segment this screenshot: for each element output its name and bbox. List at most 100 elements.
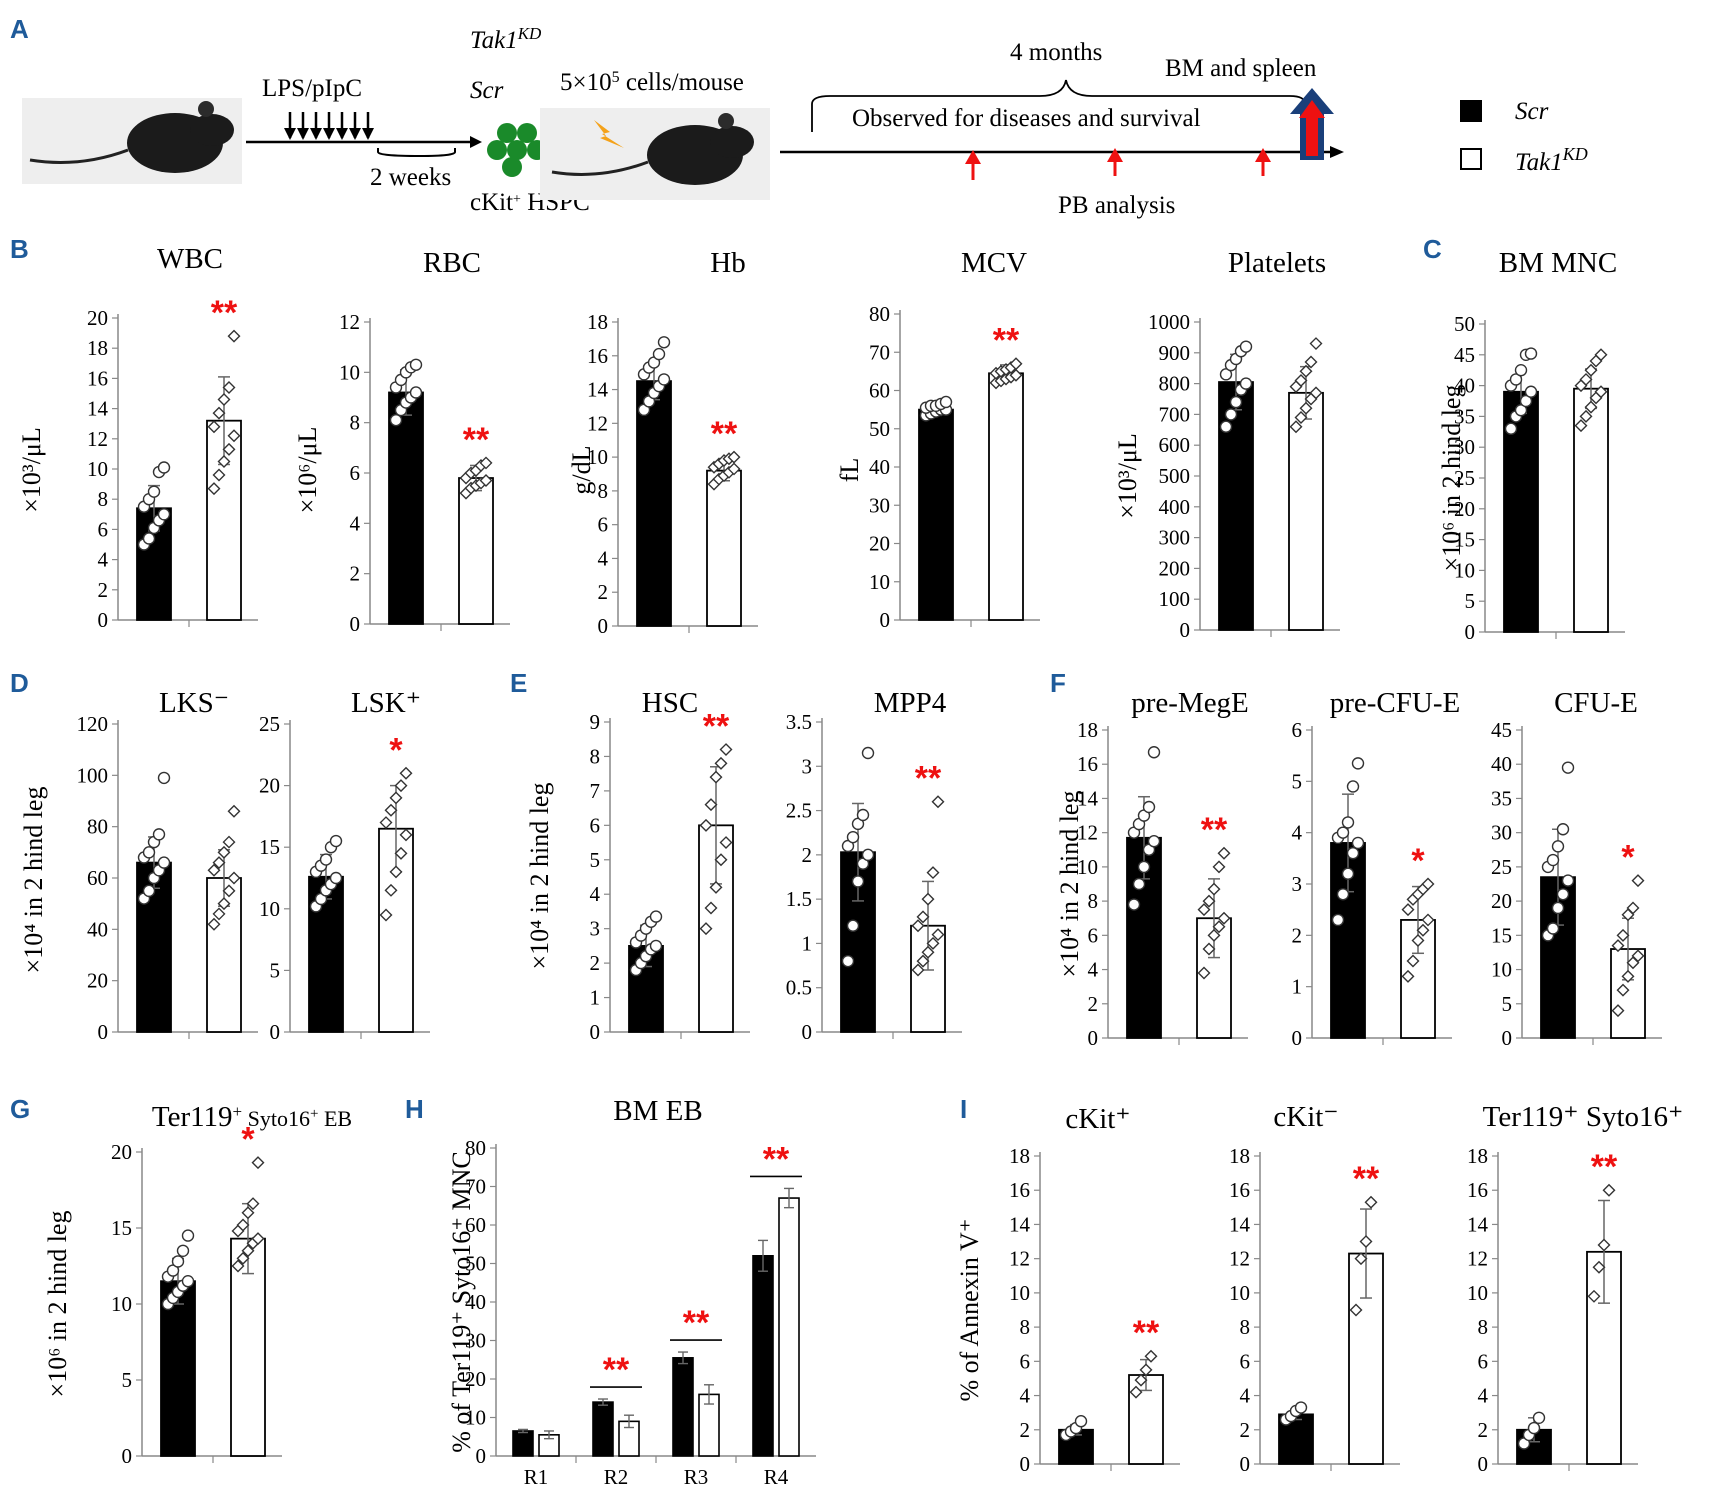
chart-5: 0 5 10 15 20 25 30 35 40 45 50 BM MNC ×10⁶ in 2 hind… <box>1437 247 1625 644</box>
chart-title: Platelets <box>1228 247 1326 279</box>
data-point-tak1kd <box>389 791 403 805</box>
chart-title: cKit⁺ <box>1065 1103 1130 1135</box>
x-tick-label: R4 <box>764 1465 789 1489</box>
group-kd-label: Tak1KD <box>470 24 542 55</box>
data-point-tak1kd <box>1294 410 1308 424</box>
y-tick-label: 14 <box>87 397 109 421</box>
data-point-tak1kd <box>1289 420 1303 434</box>
chart-1: 0 2 4 6 8 10 12 RBC ×10⁶/μL ** <box>293 247 510 636</box>
y-axis-label: g/dL <box>567 445 596 494</box>
chart-title: LKS⁻ <box>159 687 229 719</box>
data-point-tak1kd <box>709 770 723 784</box>
chart-title: WBC <box>157 243 223 275</box>
y-tick-label: 4 <box>1240 1384 1251 1408</box>
y-tick-label: 20 <box>1491 889 1512 913</box>
data-point-scr <box>1127 898 1141 911</box>
y-tick-label: 18 <box>1009 1144 1030 1168</box>
data-point-tak1kd <box>1304 355 1318 369</box>
y-tick-label: 6 <box>590 813 601 837</box>
data-point-tak1kd <box>1207 928 1221 942</box>
y-tick-label: 14 <box>1467 1212 1489 1236</box>
data-point-tak1kd <box>222 442 236 456</box>
y-tick-label: 3.5 <box>786 710 812 734</box>
data-point-tak1kd <box>1212 920 1226 934</box>
data-point-tak1kd <box>236 1218 250 1232</box>
y-tick-label: 15 <box>111 1216 132 1240</box>
y-tick-label: 10 <box>87 457 108 481</box>
treatment-label: LPS/pIpC <box>262 75 362 102</box>
y-tick-label: 700 <box>1159 402 1191 426</box>
y-axis-label: ×10⁶ in 2 hind leg <box>43 1211 72 1398</box>
data-point-scr <box>846 919 860 932</box>
y-tick-label: 2 <box>802 843 813 867</box>
y-tick-label: 100 <box>77 763 109 787</box>
y-tick-label: 2 <box>1020 1418 1031 1442</box>
y-axis-label: ×10⁴ in 2 hind leg <box>19 787 48 974</box>
significance-label: ** <box>703 708 730 746</box>
y-tick-label: 6 <box>98 517 109 541</box>
data-point-tak1kd <box>1309 337 1323 351</box>
x-tick-label: R3 <box>684 1465 709 1489</box>
significance-label: ** <box>711 415 738 453</box>
data-point-scr <box>1219 420 1233 433</box>
data-point-scr <box>1524 347 1538 360</box>
y-tick-label: 4 <box>1292 821 1303 845</box>
y-tick-label: 400 <box>1159 495 1191 519</box>
group-scr-label: Scr <box>470 77 504 104</box>
data-point-tak1kd <box>217 845 231 859</box>
y-tick-label: 2 <box>98 578 109 602</box>
data-point-tak1kd <box>704 798 718 812</box>
data-point-tak1kd <box>704 901 718 915</box>
data-point-scr <box>851 875 865 888</box>
y-tick-label: 8 <box>1478 1315 1489 1339</box>
data-point-scr <box>649 939 663 953</box>
y-tick-label: 120 <box>77 712 109 736</box>
data-point-tak1kd <box>1217 911 1231 925</box>
x-tick-label: R2 <box>604 1465 629 1489</box>
y-tick-label: 20 <box>869 532 890 556</box>
bar-scr <box>752 1255 774 1457</box>
data-point-scr <box>176 1244 190 1258</box>
bar-scr <box>388 391 424 625</box>
significance-label: * <box>241 1121 255 1159</box>
data-point-scr <box>1074 1415 1088 1428</box>
chart-15: 0 2 4 6 8 10 12 14 16 18 cKit⁺ % of Annexin V⁺ ** <box>955 1103 1180 1476</box>
chart-13: 0 5 10 15 20 Ter119+ Syto16+ EB ×10⁶ in 2 hind… <box>43 1101 352 1468</box>
data-point-tak1kd <box>251 1232 265 1246</box>
y-tick-label: 10 <box>1467 1281 1488 1305</box>
y-tick-label: 2.5 <box>786 799 812 823</box>
chart-title: BM MNC <box>1499 247 1617 279</box>
y-tick-label: 900 <box>1159 341 1191 365</box>
data-point-tak1kd <box>699 922 713 936</box>
y-tick-label: 8 <box>1240 1315 1251 1339</box>
data-point-scr <box>1519 394 1533 408</box>
data-point-tak1kd <box>479 474 493 488</box>
chart-2: 0 2 4 6 8 10 12 14 16 18 Hb g/dL ** <box>567 247 758 638</box>
panel-label-c: C <box>1423 234 1442 264</box>
data-point-scr <box>181 1229 195 1242</box>
bar-tak1kd <box>230 1237 266 1457</box>
chart-8: 0 1 2 3 4 5 6 7 8 9 HSC ×10⁴ in 2 hind leg ** <box>525 687 750 1044</box>
data-point-scr <box>1147 746 1161 759</box>
y-tick-label: 60 <box>87 866 108 890</box>
duration-bracket <box>811 79 1306 132</box>
data-point-tak1kd <box>1299 364 1313 378</box>
data-point-scr <box>171 1255 185 1268</box>
data-point-tak1kd <box>212 468 226 482</box>
y-tick-label: 30 <box>465 1329 486 1353</box>
y-tick-label: 0 <box>1502 1026 1513 1050</box>
y-tick-label: 6 <box>1240 1349 1251 1373</box>
bar-scr <box>1218 381 1254 631</box>
data-point-scr <box>1509 373 1523 386</box>
endpoint-label: BM and spleen <box>1165 55 1317 82</box>
legend-label-scr: Scr <box>1515 98 1549 125</box>
data-point-tak1kd <box>1587 1289 1601 1303</box>
y-tick-label: 4 <box>598 546 609 570</box>
data-point-scr <box>389 413 403 427</box>
data-point-scr <box>1239 377 1253 390</box>
y-tick-label: 16 <box>1077 752 1098 776</box>
data-point-tak1kd <box>1197 966 1211 980</box>
data-point-tak1kd <box>719 743 733 757</box>
y-tick-label: 5 <box>1502 992 1513 1016</box>
y-tick-label: 200 <box>1159 556 1191 580</box>
